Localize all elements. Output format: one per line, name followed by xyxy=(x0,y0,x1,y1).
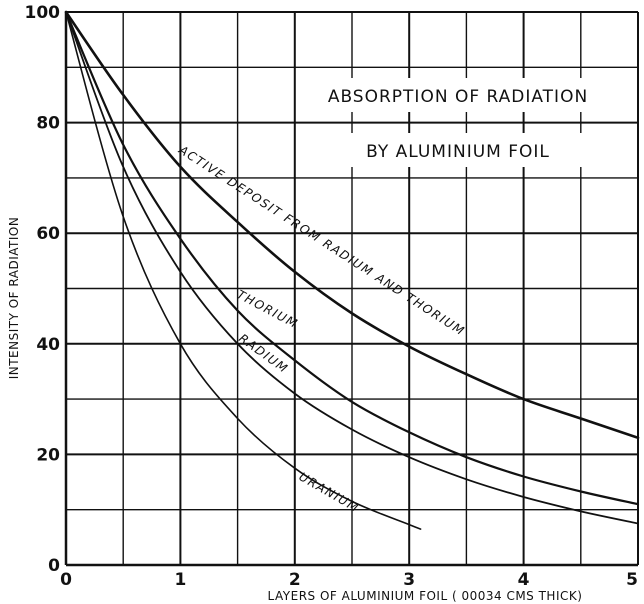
series-lines xyxy=(64,10,640,530)
axes xyxy=(64,12,638,567)
chart-title: ABSORPTION OF RADIATION xyxy=(328,87,588,107)
y-tick-label: 20 xyxy=(36,445,60,465)
x-tick-label: 1 xyxy=(174,570,186,590)
title-backdrop xyxy=(300,78,618,112)
series-line-uranium xyxy=(65,11,422,530)
y-tick-label: 60 xyxy=(36,224,60,244)
y-tick-labels: 0 20 40 60 80 100 xyxy=(25,3,61,576)
x-tick-label: 2 xyxy=(289,570,301,590)
x-tick-label: 0 xyxy=(60,570,72,590)
y-tick-label: 40 xyxy=(36,335,60,355)
x-axis-label: LAYERS OF ALUMINIUM FOIL ( 00034 CMS THI… xyxy=(268,589,583,603)
subtitle-backdrop xyxy=(318,133,600,167)
series-label-thorium: THORIUM xyxy=(235,287,301,331)
chart-subtitle: BY ALUMINIUM FOIL xyxy=(366,142,550,162)
series-line-radium xyxy=(65,11,639,525)
series-line-thorium xyxy=(64,10,640,506)
x-tick-label: 3 xyxy=(403,570,415,590)
y-tick-label: 100 xyxy=(25,3,61,23)
y-axis-label: INTENSITY OF RADIATION xyxy=(7,217,21,380)
x-tick-label: 4 xyxy=(518,570,530,590)
series-label-active-deposit: ACTIVE DEPOSIT FROM RADIUM AND THORIUM xyxy=(176,142,468,338)
y-tick-label: 0 xyxy=(48,556,60,576)
series-line-active-deposit xyxy=(64,10,640,440)
x-tick-labels: 0 1 2 3 4 5 xyxy=(60,570,638,590)
x-tick-label: 5 xyxy=(626,570,638,590)
y-tick-label: 80 xyxy=(36,114,60,134)
